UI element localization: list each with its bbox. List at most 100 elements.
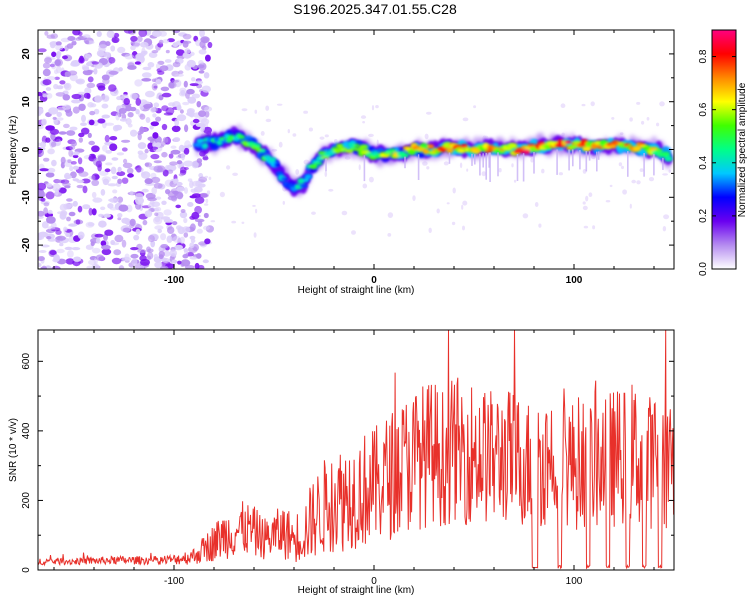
noise-speckle — [130, 129, 138, 137]
noise-speckle — [186, 112, 192, 116]
noise-speckle — [154, 212, 159, 216]
ridge-streak — [572, 149, 574, 167]
faint-speckle — [473, 105, 477, 109]
noise-speckle — [154, 206, 162, 212]
faint-speckle — [582, 201, 586, 205]
noise-speckle — [143, 128, 148, 132]
noise-speckle — [130, 247, 139, 251]
noise-speckle — [75, 78, 85, 85]
noise-speckle — [204, 238, 211, 245]
noise-speckle — [65, 232, 71, 237]
faint-speckle — [265, 105, 270, 111]
noise-speckle — [153, 160, 162, 164]
noise-speckle — [52, 116, 57, 120]
noise-speckle — [151, 50, 159, 54]
noise-speckle — [95, 237, 101, 244]
ridge-blob — [610, 144, 617, 149]
noise-speckle — [202, 259, 209, 264]
noise-speckle — [54, 76, 60, 81]
noise-speckle — [58, 187, 67, 194]
noise-speckle — [178, 144, 185, 152]
noise-speckle — [65, 258, 75, 265]
top-x-tick-label: 0 — [371, 275, 377, 286]
noise-speckle — [117, 46, 126, 54]
noise-speckle — [118, 107, 127, 114]
top-y-tick-label: -20 — [21, 237, 32, 252]
noise-speckle — [176, 160, 183, 165]
ridge-blob — [568, 144, 577, 149]
noise-speckle — [45, 191, 55, 200]
noise-speckle — [198, 49, 207, 55]
noise-speckle — [164, 59, 172, 63]
noise-speckle — [62, 94, 71, 101]
ridge-streak — [417, 154, 420, 180]
noise-speckle — [194, 196, 205, 204]
ridge-blob — [336, 143, 344, 148]
noise-speckle — [154, 261, 163, 269]
noise-speckle — [194, 80, 204, 85]
faint-speckle — [629, 203, 632, 209]
noise-speckle — [98, 220, 107, 228]
noise-speckle — [181, 152, 185, 161]
noise-speckle — [160, 265, 169, 269]
noise-speckle — [82, 185, 88, 194]
noise-speckle — [183, 232, 189, 238]
faint-speckle — [621, 165, 624, 170]
noise-speckle — [46, 92, 53, 99]
noise-speckle — [97, 155, 106, 162]
faint-speckle — [205, 121, 209, 128]
faint-speckle — [462, 117, 469, 122]
colorbar-tick-label: 0.4 — [698, 155, 709, 169]
noise-speckle — [130, 253, 139, 259]
noise-speckle — [38, 262, 42, 268]
noise-speckle — [96, 31, 102, 37]
noise-speckle — [158, 39, 164, 45]
ridge-blob — [268, 157, 277, 162]
noise-speckle — [138, 30, 148, 37]
noise-speckle — [125, 105, 133, 112]
ridge-streak — [363, 155, 366, 182]
faint-speckle — [443, 161, 449, 166]
noise-speckle — [202, 37, 209, 44]
faint-speckle — [611, 117, 615, 120]
faint-speckle — [558, 172, 564, 176]
noise-speckle — [182, 254, 189, 259]
noise-speckle — [176, 191, 184, 200]
noise-speckle — [98, 44, 108, 49]
noise-speckle — [100, 206, 106, 211]
faint-speckle — [538, 223, 542, 228]
noise-speckle — [77, 231, 85, 239]
noise-speckle — [161, 123, 168, 131]
faint-speckle — [466, 168, 469, 172]
noise-speckle — [38, 147, 43, 155]
colorbar-tick-label: 0.2 — [698, 209, 709, 223]
noise-speckle — [161, 200, 167, 205]
noise-speckle — [38, 210, 45, 217]
noise-speckle — [112, 189, 118, 194]
noise-speckle — [149, 125, 154, 130]
noise-speckle — [135, 196, 144, 205]
noise-speckle — [154, 216, 161, 223]
noise-speckle — [111, 175, 118, 180]
noise-speckle — [189, 195, 198, 199]
noise-speckle — [191, 93, 201, 99]
noise-speckle — [172, 178, 178, 185]
ridge-blob — [407, 148, 416, 155]
noise-speckle — [205, 54, 211, 62]
top-y-tick-label: 20 — [21, 48, 32, 60]
noise-speckle — [91, 247, 101, 254]
bottom-y-tick-label: 200 — [21, 492, 32, 509]
noise-speckle — [135, 165, 142, 173]
noise-speckle — [91, 179, 100, 186]
noise-speckle — [204, 106, 213, 112]
ridge-streak — [325, 158, 327, 172]
ridge-streak — [533, 152, 535, 174]
faint-speckle — [446, 202, 450, 205]
noise-speckle — [91, 208, 97, 216]
noise-speckle — [159, 65, 169, 72]
faint-speckle — [592, 225, 596, 230]
faint-speckle — [255, 208, 258, 214]
noise-speckle — [67, 159, 72, 164]
noise-speckle — [122, 227, 131, 233]
noise-speckle — [85, 53, 92, 59]
